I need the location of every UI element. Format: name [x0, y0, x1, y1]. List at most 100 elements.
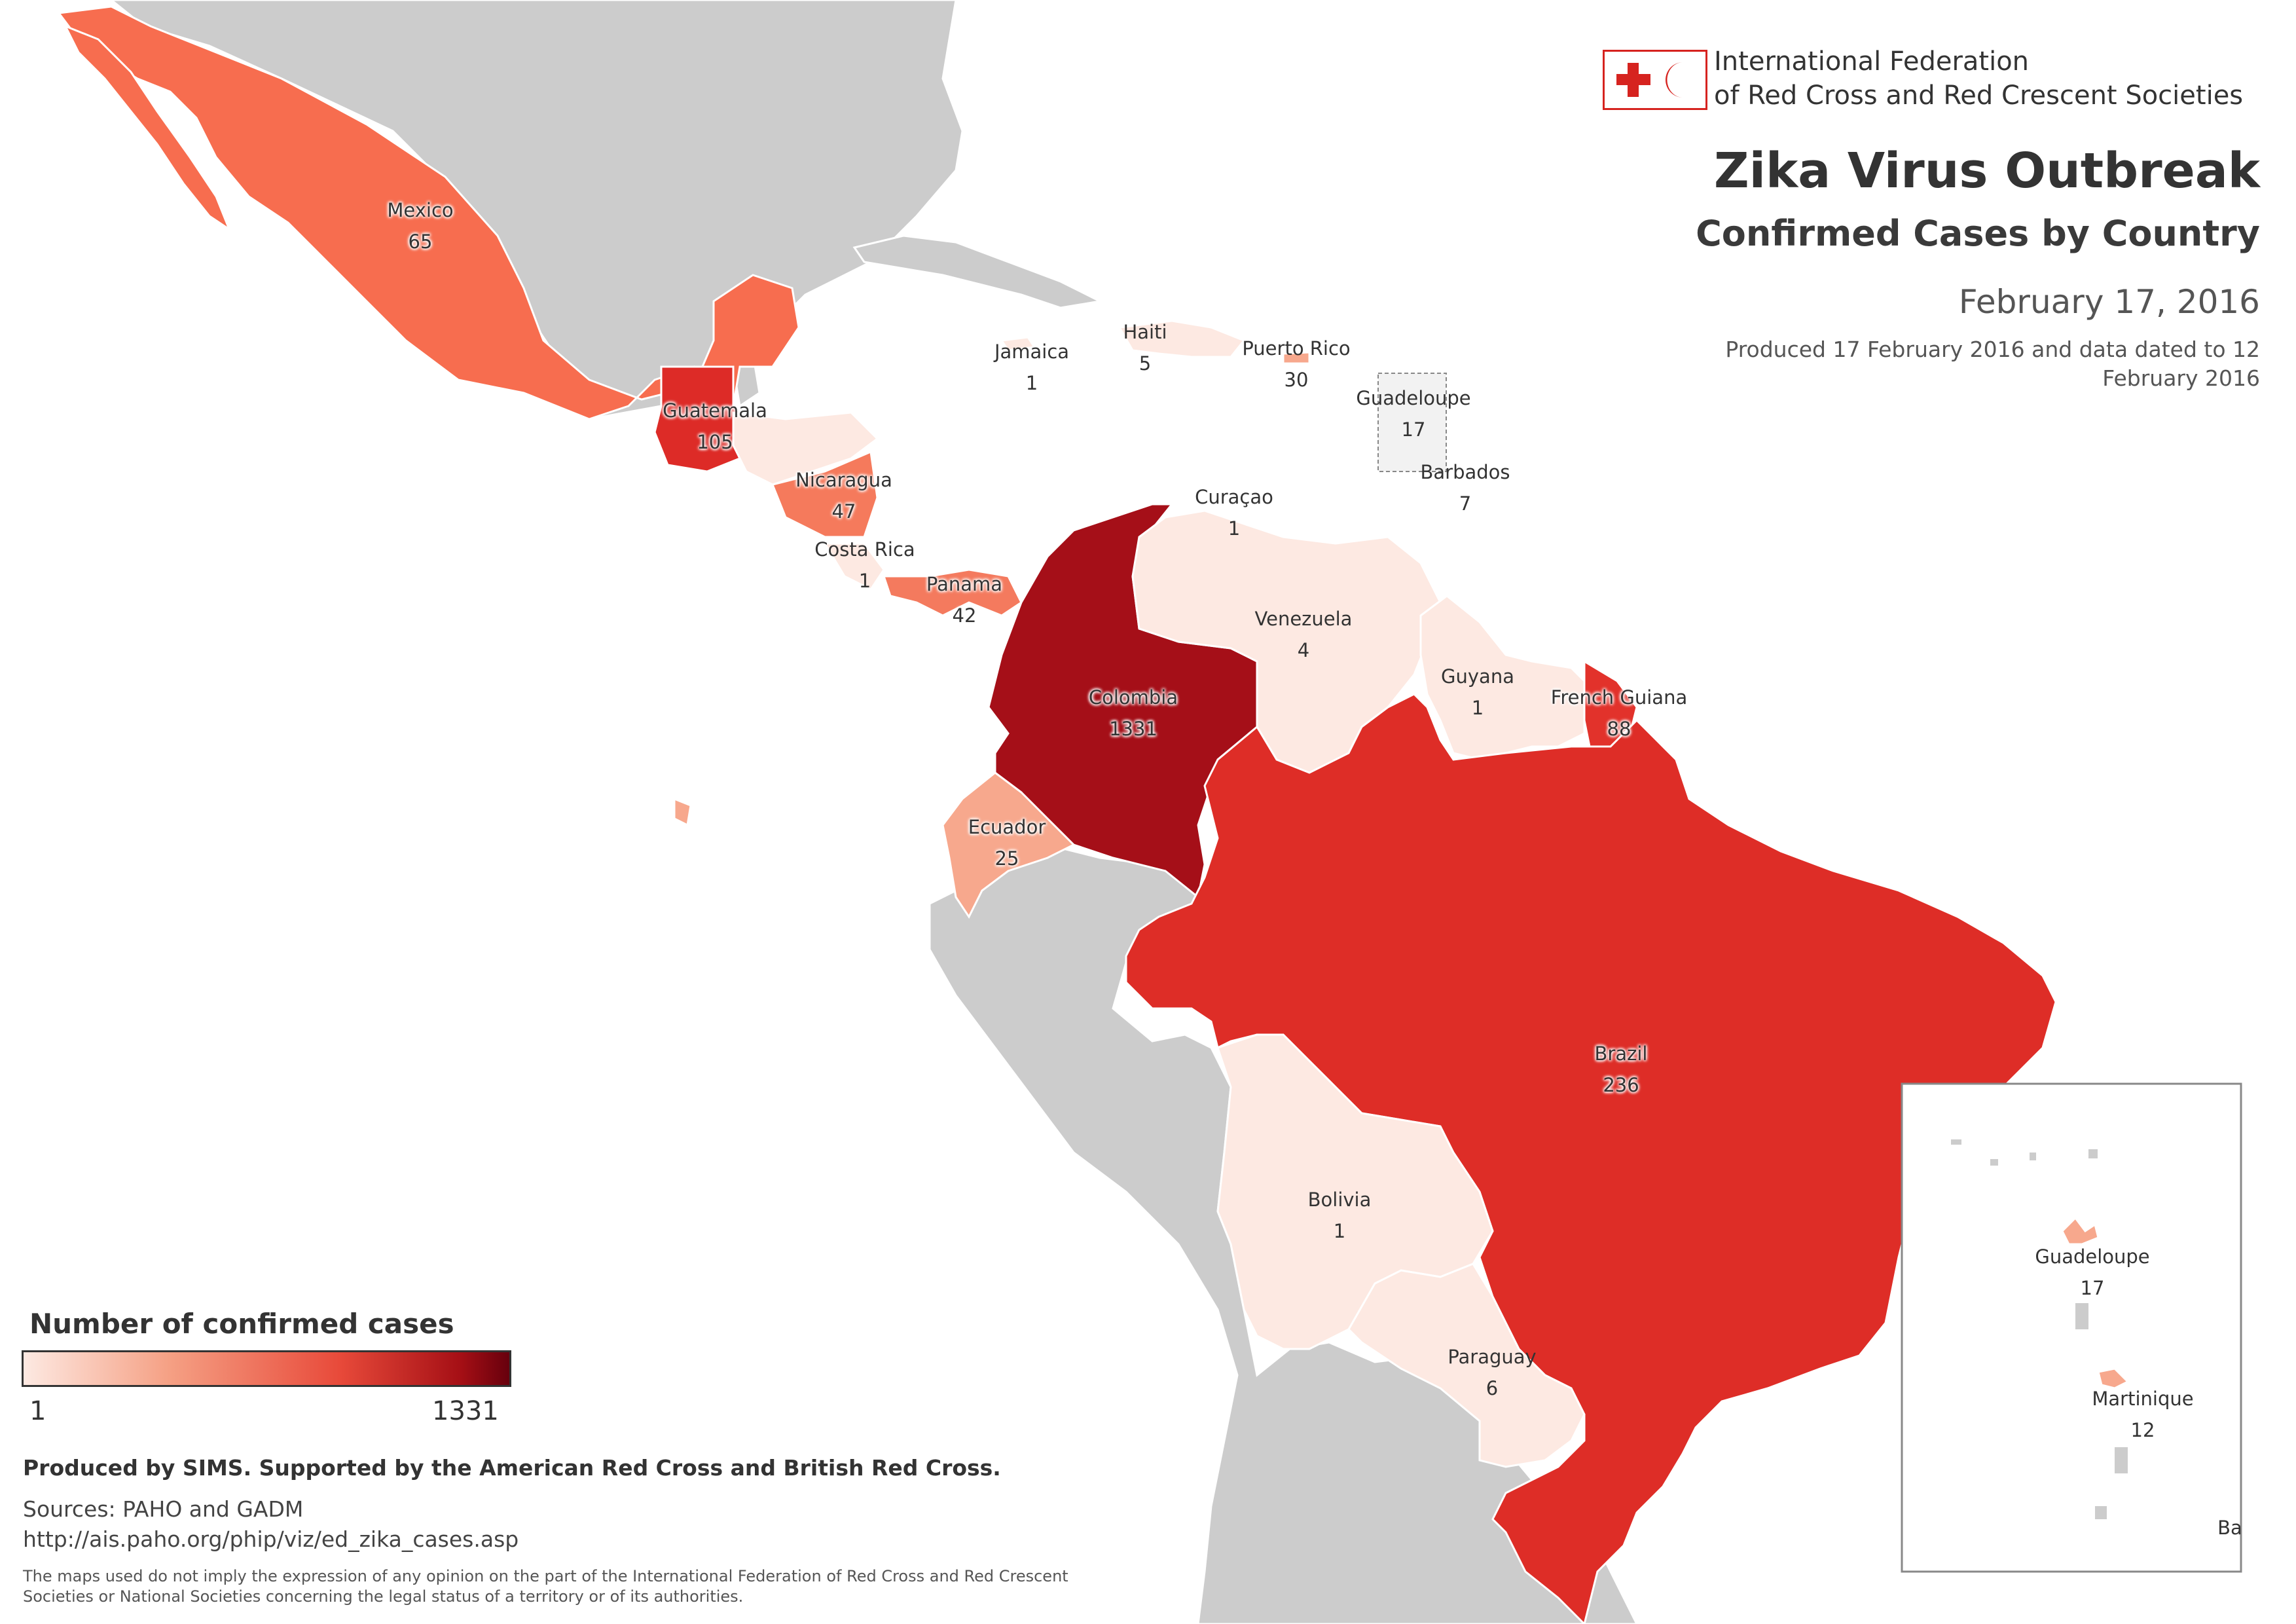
label-french-guiana-name: French Guiana — [1550, 686, 1688, 709]
nicaragua-shape — [771, 450, 879, 538]
label-bolivia-name: Bolivia — [1307, 1189, 1372, 1211]
inset-label-martinique: Martinique 12 — [2092, 1383, 2193, 1446]
label-guadeloupe: Guadeloupe 17 — [1356, 382, 1470, 445]
legend-title: Number of confirmed cases — [29, 1308, 454, 1340]
label-haiti: Haiti 5 — [1123, 316, 1167, 379]
produced-note: Produced 17 February 2016 and data dated… — [1725, 337, 2260, 391]
map-title: Zika Virus Outbreak — [1713, 143, 2260, 199]
label-guadeloupe-name: Guadeloupe — [1356, 387, 1471, 409]
label-venezuela-name: Venezuela — [1254, 608, 1353, 630]
label-venezuela: Venezuela 4 — [1255, 603, 1353, 666]
label-venezuela-cases: 4 — [1297, 639, 1310, 661]
label-mexico-name: Mexico — [387, 199, 454, 221]
label-brazil: Brazil 236 — [1595, 1038, 1648, 1101]
label-guyana-name: Guyana — [1441, 665, 1514, 688]
label-barbados-cases: 7 — [1459, 492, 1472, 515]
label-french-guiana-cases: 88 — [1607, 718, 1631, 740]
label-ecuador-name: Ecuador — [968, 816, 1046, 838]
honduras-elsalvador-shape — [732, 411, 879, 486]
legend-min-label: 1 — [29, 1396, 46, 1426]
label-barbados-name: Barbados — [1420, 461, 1510, 483]
label-costa-rica: Costa Rica 1 — [814, 534, 915, 597]
label-costa-rica-name: Costa Rica — [814, 538, 915, 561]
label-nicaragua-cases: 47 — [831, 500, 856, 523]
inset-label-guadeloupe: Guadeloupe 17 — [2035, 1241, 2149, 1304]
label-brazil-name: Brazil — [1594, 1043, 1648, 1065]
label-brazil-cases: 236 — [1603, 1074, 1639, 1096]
map-subtitle: Confirmed Cases by Country — [1696, 213, 2260, 254]
label-jamaica-name: Jamaica — [994, 341, 1070, 363]
panama-shape — [882, 568, 1023, 617]
label-curacao: Curaçao 1 — [1195, 481, 1273, 544]
inset-label-guadeloupe-cases: 17 — [2080, 1277, 2105, 1299]
inset-label-cut-text: Ba — [2217, 1517, 2242, 1539]
map-disclaimer: The maps used do not imply the expressio… — [23, 1567, 1068, 1606]
label-haiti-name: Haiti — [1123, 321, 1167, 343]
label-jamaica-cases: 1 — [1025, 372, 1038, 394]
label-haiti-cases: 5 — [1139, 352, 1152, 375]
label-barbados: Barbados 7 — [1420, 456, 1510, 519]
mexico-shape — [57, 5, 800, 420]
inset-label-guadeloupe-name: Guadeloupe — [2035, 1246, 2150, 1268]
galapagos-shape — [673, 797, 692, 827]
sources-block: Sources: PAHO and GADM http://ais.paho.o… — [23, 1494, 519, 1555]
sources-url: http://ais.paho.org/phip/viz/ed_zika_cas… — [23, 1526, 519, 1552]
guadeloupe-locator-box — [1377, 373, 1447, 472]
label-costa-rica-cases: 1 — [858, 570, 871, 592]
label-puerto-rico-name: Puerto Rico — [1242, 337, 1351, 360]
legend-color-ramp — [22, 1350, 511, 1387]
label-colombia-cases: 1331 — [1109, 718, 1157, 740]
label-ecuador: Ecuador 25 — [968, 811, 1046, 874]
label-curacao-name: Curaçao — [1195, 486, 1273, 508]
inset-island-martinique — [2097, 1367, 2130, 1390]
baja-shape — [63, 24, 232, 232]
label-jamaica: Jamaica 1 — [994, 336, 1069, 399]
label-nicaragua-name: Nicaragua — [795, 469, 892, 491]
label-panama-cases: 42 — [952, 604, 977, 627]
label-mexico: Mexico 65 — [387, 194, 453, 257]
label-paraguay-cases: 6 — [1485, 1377, 1499, 1399]
label-mexico-cases: 65 — [408, 231, 433, 253]
label-nicaragua: Nicaragua 47 — [795, 464, 892, 527]
label-bolivia-cases: 1 — [1333, 1220, 1346, 1242]
inset-label-martinique-name: Martinique — [2092, 1388, 2194, 1410]
label-panama-name: Panama — [926, 573, 1003, 595]
ecuador-shape — [941, 771, 1076, 919]
hispaniola-shape — [1118, 320, 1246, 358]
label-panama: Panama 42 — [926, 568, 1002, 631]
label-colombia-name: Colombia — [1088, 686, 1178, 709]
label-puerto-rico: Puerto Rico 30 — [1242, 333, 1350, 396]
label-paraguay-name: Paraguay — [1448, 1346, 1537, 1368]
costa-rica-shape — [823, 542, 885, 591]
label-paraguay: Paraguay 6 — [1448, 1341, 1536, 1404]
inset-map-frame — [1901, 1082, 2242, 1573]
inset-island-guadeloupe — [2061, 1216, 2100, 1246]
label-guyana-cases: 1 — [1471, 697, 1484, 719]
puerto-rico-shape — [1282, 351, 1311, 365]
label-curacao-cases: 1 — [1228, 517, 1241, 540]
map-date: February 17, 2016 — [1958, 283, 2260, 321]
label-guatemala-cases: 105 — [697, 431, 733, 453]
label-guatemala: Guatemala 105 — [663, 395, 767, 458]
organization-name: International Federation of Red Cross an… — [1714, 45, 2243, 113]
production-credit: Produced by SIMS. Supported by the Ameri… — [23, 1455, 1001, 1481]
label-ecuador-cases: 25 — [994, 847, 1019, 870]
cuba-land — [852, 234, 1103, 309]
inset-label-martinique-cases: 12 — [2130, 1419, 2155, 1441]
label-colombia: Colombia 1331 — [1089, 682, 1178, 745]
label-french-guiana: French Guiana 88 — [1551, 682, 1687, 745]
label-puerto-rico-cases: 30 — [1284, 369, 1309, 391]
ifrc-logo-icon — [1603, 50, 1707, 110]
sources-line: Sources: PAHO and GADM — [23, 1496, 304, 1522]
legend-max-label: 1331 — [432, 1396, 499, 1426]
label-guadeloupe-cases: 17 — [1401, 418, 1426, 441]
guatemala-shape — [653, 365, 754, 473]
jamaica-shape — [1000, 336, 1036, 352]
label-guatemala-name: Guatemala — [663, 399, 767, 422]
paraguay-shape — [1347, 1263, 1586, 1468]
label-bolivia: Bolivia 1 — [1308, 1184, 1372, 1247]
inset-no-data-islands — [1951, 1139, 2128, 1519]
organization-name-line1: International Federation — [1714, 46, 2030, 77]
inset-label-cut: Ba — [2217, 1512, 2242, 1543]
